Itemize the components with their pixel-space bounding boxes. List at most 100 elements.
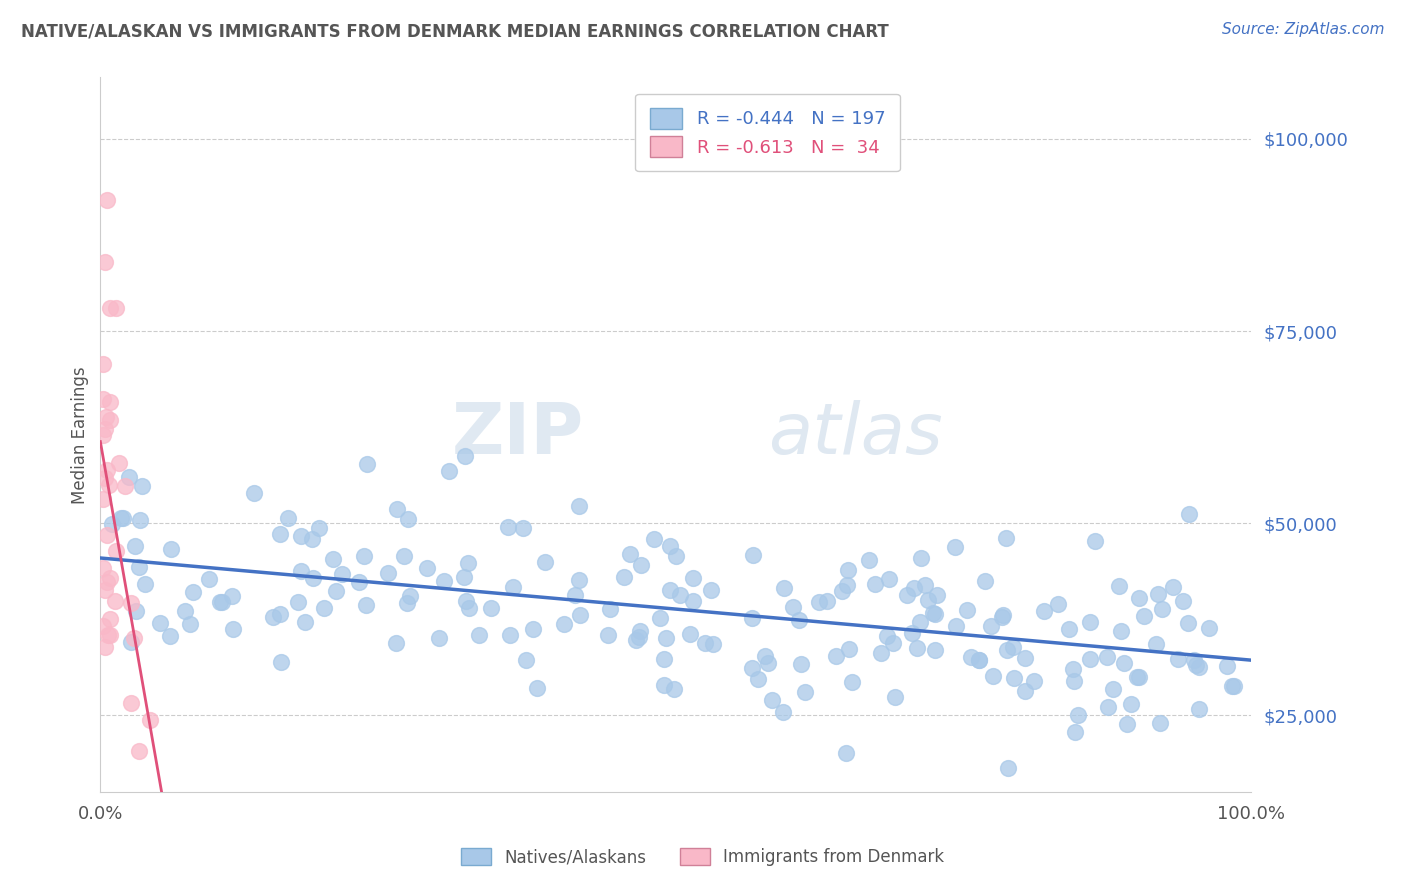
Point: [98, 395, 121, 409]
Point: [956, 602, 979, 616]
Point: [974, 574, 997, 589]
Point: [648, 611, 671, 625]
Point: [453, 449, 475, 463]
Point: [94, 582, 117, 597]
Point: [104, 301, 127, 315]
Text: Source: ZipAtlas.com: Source: ZipAtlas.com: [1222, 22, 1385, 37]
Point: [354, 598, 377, 612]
Point: [1014, 683, 1036, 698]
Point: [773, 582, 796, 596]
Point: [533, 555, 555, 569]
Point: [1171, 594, 1194, 608]
Point: [1046, 597, 1069, 611]
Point: [900, 625, 922, 640]
Point: [104, 544, 127, 558]
Point: [1119, 697, 1142, 711]
Point: [741, 611, 763, 625]
Point: [761, 693, 783, 707]
Point: [290, 529, 312, 543]
Point: [104, 594, 127, 608]
Point: [496, 520, 519, 534]
Point: [908, 615, 931, 629]
Point: [301, 532, 323, 546]
Point: [522, 622, 544, 636]
Point: [782, 599, 804, 614]
Point: [1062, 662, 1084, 676]
Point: [91, 357, 114, 371]
Point: [332, 567, 354, 582]
Point: [427, 632, 450, 646]
Point: [98, 478, 121, 492]
Point: [1002, 640, 1025, 654]
Point: [1223, 679, 1246, 693]
Point: [1216, 659, 1239, 673]
Point: [1177, 615, 1199, 630]
Point: [1095, 649, 1118, 664]
Point: [120, 635, 142, 649]
Point: [1115, 717, 1137, 731]
Point: [270, 655, 292, 669]
Point: [269, 526, 291, 541]
Point: [981, 669, 1004, 683]
Point: [655, 632, 678, 646]
Point: [807, 595, 830, 609]
Point: [924, 607, 946, 621]
Point: [139, 713, 162, 727]
Point: [385, 636, 408, 650]
Point: [662, 681, 685, 696]
Point: [679, 627, 702, 641]
Point: [322, 551, 344, 566]
Point: [181, 585, 204, 599]
Point: [97, 628, 120, 642]
Point: [682, 571, 704, 585]
Y-axis label: Median Earnings: Median Earnings: [72, 366, 89, 504]
Point: [994, 531, 1017, 545]
Point: [399, 590, 422, 604]
Point: [741, 661, 763, 675]
Point: [877, 572, 900, 586]
Point: [960, 649, 983, 664]
Point: [159, 629, 181, 643]
Point: [1057, 623, 1080, 637]
Point: [1222, 679, 1244, 693]
Legend: Natives/Alaskans, Immigrants from Denmark: Natives/Alaskans, Immigrants from Denmar…: [453, 840, 953, 875]
Point: [837, 578, 859, 592]
Point: [91, 392, 114, 406]
Point: [1002, 671, 1025, 685]
Point: [1182, 653, 1205, 667]
Point: [917, 593, 939, 607]
Point: [211, 594, 233, 608]
Point: [277, 511, 299, 525]
Point: [457, 600, 479, 615]
Point: [568, 500, 591, 514]
Point: [526, 681, 548, 695]
Point: [131, 479, 153, 493]
Point: [385, 502, 408, 516]
Point: [627, 630, 650, 644]
Point: [98, 301, 121, 315]
Point: [94, 255, 117, 269]
Point: [1078, 615, 1101, 629]
Point: [1144, 637, 1167, 651]
Point: [93, 640, 115, 654]
Point: [1066, 707, 1088, 722]
Point: [1114, 657, 1136, 671]
Point: [1102, 681, 1125, 696]
Point: [1163, 580, 1185, 594]
Text: ZIP: ZIP: [451, 401, 583, 469]
Point: [98, 612, 121, 626]
Point: [294, 615, 316, 630]
Point: [1024, 674, 1046, 689]
Point: [914, 577, 936, 591]
Point: [437, 464, 460, 478]
Point: [1167, 652, 1189, 666]
Point: [209, 594, 232, 608]
Point: [457, 556, 479, 570]
Point: [98, 628, 121, 642]
Point: [149, 615, 172, 630]
Point: [96, 194, 118, 208]
Point: [325, 584, 347, 599]
Point: [754, 648, 776, 663]
Point: [682, 594, 704, 608]
Point: [863, 576, 886, 591]
